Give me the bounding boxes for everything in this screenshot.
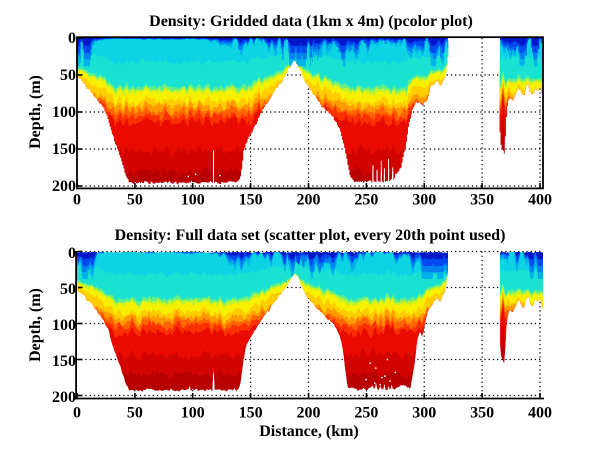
svg-text:200: 200 <box>297 405 321 422</box>
svg-text:150: 150 <box>239 192 263 209</box>
svg-text:Depth, (m): Depth, (m) <box>27 288 44 362</box>
svg-text:100: 100 <box>181 192 205 209</box>
svg-text:400: 400 <box>528 192 552 209</box>
svg-text:200: 200 <box>297 192 321 209</box>
svg-text:Distance, (km): Distance, (km) <box>259 423 359 440</box>
svg-text:350: 350 <box>470 405 494 422</box>
svg-text:0: 0 <box>73 192 81 209</box>
svg-text:100: 100 <box>52 317 76 334</box>
svg-text:Density: Gridded data (1km x 4: Density: Gridded data (1km x 4m) (pcolor… <box>149 13 473 30</box>
svg-text:150: 150 <box>52 353 76 370</box>
svg-text:50: 50 <box>60 67 76 84</box>
svg-text:0: 0 <box>68 30 76 47</box>
svg-text:100: 100 <box>52 104 76 121</box>
svg-text:200: 200 <box>52 178 76 195</box>
svg-text:250: 250 <box>354 405 378 422</box>
svg-text:150: 150 <box>239 405 263 422</box>
svg-text:100: 100 <box>181 405 205 422</box>
svg-text:Depth, (m): Depth, (m) <box>27 75 44 149</box>
svg-text:350: 350 <box>470 192 494 209</box>
svg-text:50: 50 <box>60 281 76 298</box>
svg-text:50: 50 <box>127 192 143 209</box>
svg-text:50: 50 <box>127 405 143 422</box>
svg-text:150: 150 <box>52 141 76 158</box>
svg-text:250: 250 <box>354 192 378 209</box>
svg-text:Density: Full data set (scatte: Density: Full data set (scatter plot, ev… <box>115 227 506 244</box>
svg-text:0: 0 <box>68 245 76 262</box>
svg-text:300: 300 <box>412 192 436 209</box>
svg-text:400: 400 <box>528 405 552 422</box>
svg-text:0: 0 <box>73 405 81 422</box>
svg-text:200: 200 <box>52 389 76 406</box>
svg-text:300: 300 <box>412 405 436 422</box>
